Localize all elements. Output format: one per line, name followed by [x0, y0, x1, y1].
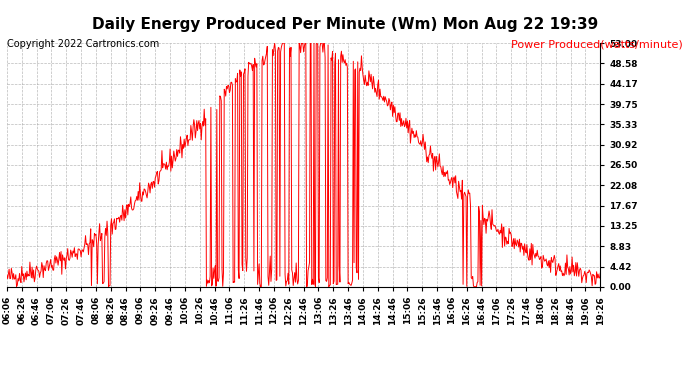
Text: Copyright 2022 Cartronics.com: Copyright 2022 Cartronics.com [7, 39, 159, 50]
Text: Power Produced(watts/minute): Power Produced(watts/minute) [511, 39, 683, 50]
Text: Daily Energy Produced Per Minute (Wm) Mon Aug 22 19:39: Daily Energy Produced Per Minute (Wm) Mo… [92, 17, 598, 32]
